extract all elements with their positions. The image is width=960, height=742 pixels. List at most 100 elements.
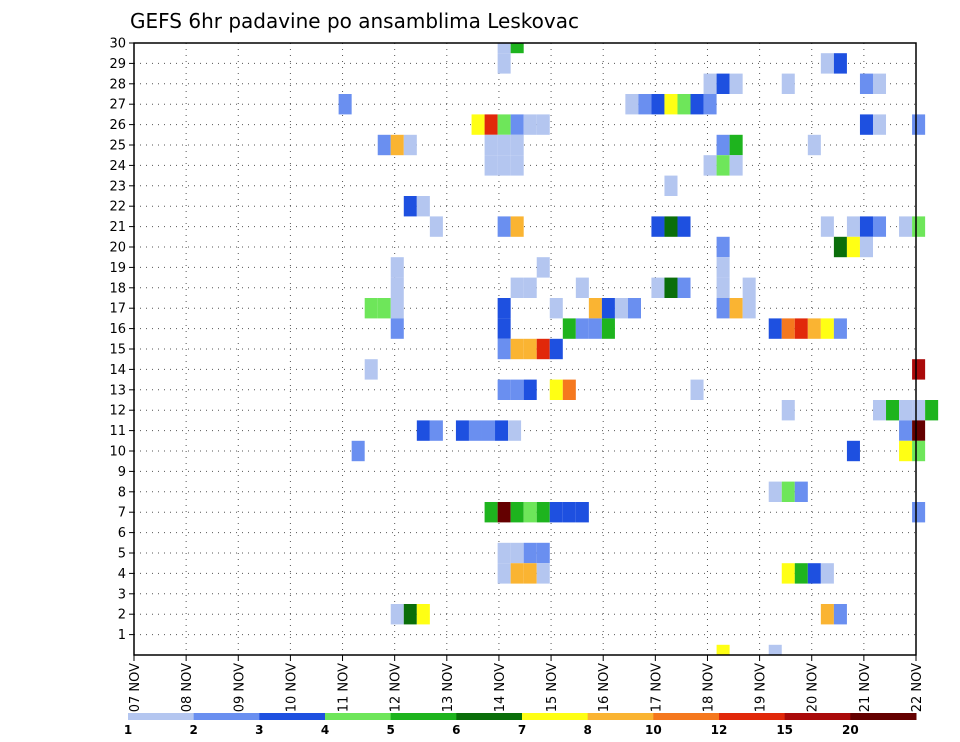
y-tick-label: 18	[109, 281, 126, 296]
precip-cell	[403, 134, 417, 156]
precip-cell	[497, 542, 511, 564]
precip-cell	[859, 114, 873, 135]
precip-cell	[390, 277, 404, 298]
precip-cell	[912, 114, 926, 135]
legend-label: 7	[518, 723, 526, 737]
precip-cell	[781, 400, 795, 421]
legend-swatch	[456, 713, 523, 720]
precip-cell	[872, 73, 887, 94]
precip-cell	[820, 318, 834, 339]
legend-swatch	[259, 713, 326, 720]
precip-cell	[536, 257, 550, 278]
precip-cell	[703, 73, 717, 94]
y-tick-label: 23	[109, 179, 126, 194]
precip-cell	[651, 94, 665, 115]
precip-cell	[497, 563, 511, 584]
precip-cell	[536, 114, 550, 135]
precip-cell	[912, 400, 926, 421]
precip-cell	[677, 94, 691, 115]
precip-cell	[549, 338, 563, 360]
precip-cell	[742, 277, 756, 298]
x-tick-label: 11 NOV	[337, 663, 352, 712]
precip-cell	[510, 155, 524, 176]
y-tick-label: 13	[109, 383, 126, 398]
precip-cell	[807, 563, 821, 584]
precip-cell	[377, 134, 391, 156]
precip-cell	[846, 216, 860, 237]
precip-cell	[833, 318, 847, 339]
legend-swatch	[390, 713, 457, 720]
y-tick-label: 2	[118, 608, 126, 623]
y-tick-label: 29	[109, 57, 126, 72]
x-tick-label: 09 NOV	[232, 663, 247, 712]
y-tick-label: 15	[109, 343, 126, 358]
precip-cell	[716, 298, 730, 319]
precip-cell	[549, 502, 563, 523]
precip-cell	[403, 604, 417, 625]
precip-cell	[497, 134, 511, 156]
precip-cell	[497, 43, 511, 54]
precip-cell	[601, 298, 615, 319]
precip-cell	[390, 134, 404, 156]
precip-cell	[925, 400, 939, 421]
precip-cell	[510, 43, 524, 54]
precip-cell	[575, 277, 589, 298]
legend-swatch	[719, 713, 786, 720]
y-tick-label: 14	[109, 363, 126, 378]
x-tick-label: 18 NOV	[701, 663, 716, 712]
color-legend: 1 2 3 4 5 6 7 8 10 12 15 20	[124, 713, 917, 737]
y-tick-label: 25	[109, 139, 126, 154]
x-tick-label: 14 NOV	[493, 663, 508, 712]
y-tick-label: 9	[118, 465, 126, 480]
precip-cell	[899, 420, 913, 441]
legend-label: 10	[645, 723, 662, 737]
y-tick-label: 27	[109, 98, 126, 113]
precip-cell	[510, 216, 524, 237]
precip-cell	[912, 359, 926, 380]
precip-cell	[872, 400, 887, 421]
precip-cell	[899, 400, 913, 421]
precip-cell	[886, 400, 900, 421]
precip-cell	[416, 420, 430, 441]
precip-cell	[468, 420, 482, 441]
precip-cell	[536, 502, 550, 523]
precip-cell	[481, 420, 496, 441]
precip-cell	[484, 502, 498, 523]
x-tick-label: 15 NOV	[545, 663, 560, 712]
precip-cell	[912, 502, 926, 523]
precip-cell	[549, 379, 563, 400]
precip-cell	[651, 277, 665, 298]
precip-cell	[497, 298, 511, 319]
legend-label: 1	[124, 723, 132, 737]
precip-cell	[729, 73, 743, 94]
precip-cell	[390, 318, 404, 339]
x-tick-label: 10 NOV	[284, 663, 299, 712]
precip-cell	[859, 216, 873, 237]
precip-cell	[794, 563, 808, 584]
y-tick-label: 6	[118, 526, 126, 541]
legend-swatch	[587, 713, 654, 720]
precip-cell	[742, 298, 756, 319]
precip-cell	[497, 216, 511, 237]
precip-cell	[768, 644, 782, 655]
precip-cell	[820, 53, 834, 74]
precip-cell	[497, 338, 511, 360]
precip-cell	[562, 379, 576, 400]
precip-cell	[523, 542, 537, 564]
precip-cell	[872, 114, 887, 135]
legend-label: 12	[711, 723, 728, 737]
x-tick-label: 17 NOV	[649, 663, 664, 712]
precip-cell	[510, 542, 524, 564]
precip-cell	[536, 542, 550, 564]
precip-cell	[781, 73, 795, 94]
legend-swatch	[522, 713, 589, 720]
heatmap-cells	[338, 43, 939, 655]
precip-cell	[588, 298, 602, 319]
precip-cell	[510, 563, 524, 584]
precip-cell	[820, 216, 834, 237]
precip-cell	[588, 318, 602, 339]
precip-cell	[703, 94, 717, 115]
precip-cell	[899, 216, 913, 237]
precip-cell	[523, 114, 537, 135]
